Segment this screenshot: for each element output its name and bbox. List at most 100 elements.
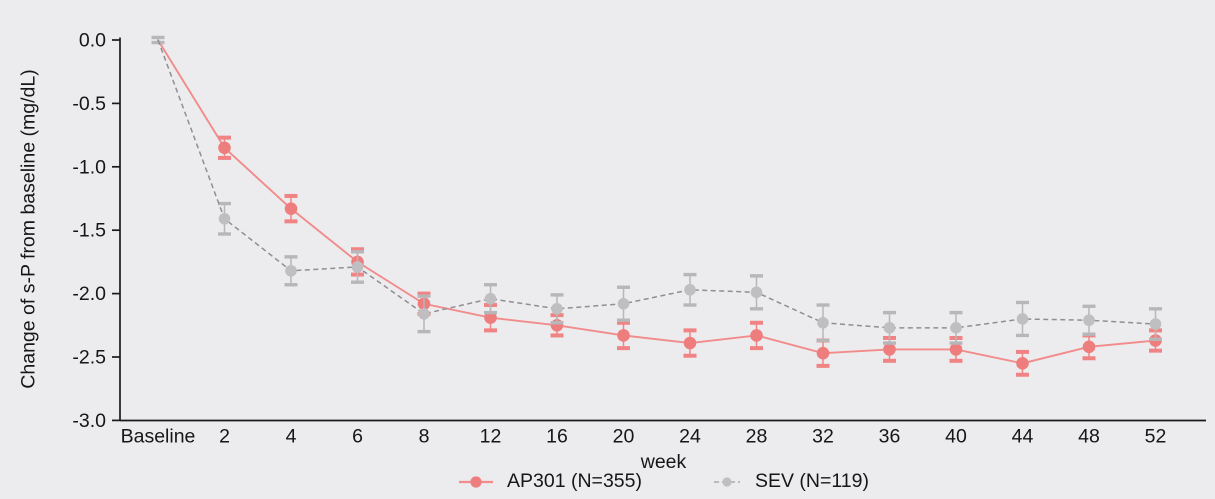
legend: AP301 (N=355) SEV (N=119)	[120, 470, 1207, 493]
x-tick-label: 2	[219, 426, 230, 448]
error-cap-ap301	[218, 135, 231, 140]
x-axis-title: week	[640, 451, 687, 473]
error-cap-sev	[284, 255, 298, 259]
error-cap-sev	[417, 294, 431, 298]
data-point-sev	[817, 316, 829, 329]
data-point-sev	[418, 308, 430, 320]
data-point-ap301	[750, 329, 763, 342]
data-point-ap301	[284, 202, 298, 215]
x-tick-label: 24	[679, 426, 701, 448]
x-tick-label: 44	[1012, 426, 1034, 448]
error-cap-ap301	[550, 333, 564, 338]
error-cap-sev	[550, 293, 564, 297]
legend-label-ap301: AP301 (N=355)	[507, 470, 642, 492]
data-point-ap301	[1082, 340, 1096, 354]
data-point-ap301	[484, 311, 497, 324]
error-cap-ap301	[816, 363, 830, 368]
error-cap-sev	[816, 303, 830, 307]
x-tick-label: 6	[352, 426, 363, 448]
error-cap-ap301	[949, 358, 963, 363]
error-cap-sev	[284, 283, 298, 287]
error-cap-sev	[1016, 300, 1029, 305]
error-cap-ap301	[284, 219, 298, 224]
x-tick-label: 40	[945, 426, 967, 448]
y-tick-label: -3.0	[72, 410, 106, 432]
error-cap-sev	[1082, 332, 1096, 336]
error-cap-ap301	[1149, 348, 1162, 353]
data-point-ap301	[617, 329, 630, 342]
error-cap-sev	[484, 283, 497, 287]
x-tick-label: 36	[879, 426, 901, 448]
data-point-ap301	[1016, 357, 1029, 370]
error-cap-ap301	[750, 320, 763, 325]
error-cap-sev	[1082, 304, 1096, 308]
error-cap-sev	[816, 338, 830, 343]
data-point-ap301	[816, 346, 830, 360]
x-tick-label: 48	[1078, 426, 1100, 448]
legend-item-ap301: AP301 (N=355)	[458, 470, 642, 493]
error-cap-ap301	[1016, 349, 1029, 354]
error-cap-sev	[617, 285, 630, 289]
y-tick-label: -1.5	[72, 220, 106, 242]
y-axis-title: Change of s-P from baseline (mg/dL)	[17, 69, 40, 389]
error-cap-sev	[883, 341, 896, 345]
x-tick-label: 32	[812, 426, 834, 448]
data-point-sev	[617, 297, 630, 310]
data-point-sev	[684, 283, 696, 296]
error-cap-sev	[949, 341, 963, 345]
x-tick-label: 4	[286, 426, 297, 448]
x-tick-label: 20	[613, 426, 635, 448]
error-cap-ap301	[484, 328, 497, 333]
error-cap-sev	[617, 318, 630, 322]
legend-item-sev: SEV (N=119)	[712, 470, 869, 493]
data-point-sev	[484, 292, 497, 305]
data-point-ap301	[949, 343, 963, 356]
y-tick-label: -1.0	[72, 156, 106, 178]
data-point-sev	[551, 303, 563, 315]
data-point-sev	[883, 322, 896, 334]
legend-marker-sev-icon	[713, 476, 740, 487]
data-point-ap301	[683, 336, 697, 350]
data-point-sev	[218, 212, 231, 225]
data-point-sev	[1149, 318, 1162, 330]
error-cap-ap301	[617, 320, 630, 325]
error-cap-ap301	[351, 247, 364, 252]
data-point-sev	[1083, 314, 1095, 327]
error-cap-sev	[218, 201, 231, 206]
legend-label-sev: SEV (N=119)	[754, 470, 869, 492]
error-cap-ap301	[617, 346, 630, 351]
x-tick-label: 16	[546, 426, 568, 448]
x-tick-label: 28	[746, 426, 768, 448]
error-cap-ap301	[883, 358, 896, 363]
error-cap-sev	[1149, 337, 1162, 341]
y-tick-label: -2.5	[72, 347, 106, 369]
error-cap-sev	[883, 310, 896, 315]
series-line-sev	[157, 39, 1156, 329]
error-cap-sev	[1149, 307, 1162, 311]
x-tick-label: 52	[1145, 426, 1167, 448]
error-cap-sev	[151, 35, 165, 40]
error-cap-ap301	[218, 155, 231, 160]
error-cap-sev	[1016, 333, 1029, 338]
x-tick-label: 12	[480, 426, 502, 448]
x-tick-label: 8	[419, 426, 430, 448]
error-cap-sev	[351, 250, 364, 254]
error-cap-ap301	[683, 328, 697, 333]
error-cap-sev	[750, 274, 763, 278]
error-cap-ap301	[417, 291, 431, 296]
error-cap-ap301	[1016, 372, 1029, 377]
error-cap-ap301	[1082, 356, 1096, 361]
error-cap-sev	[417, 329, 431, 334]
error-cap-sev	[484, 310, 497, 315]
data-point-ap301	[218, 141, 231, 155]
error-cap-ap301	[683, 353, 697, 358]
error-cap-sev	[683, 272, 697, 277]
series-line-ap301	[157, 39, 1156, 365]
data-point-sev	[351, 261, 364, 273]
data-point-sev	[1016, 313, 1029, 325]
data-point-ap301	[883, 343, 896, 356]
error-cap-sev	[218, 232, 231, 236]
data-point-sev	[750, 286, 763, 299]
